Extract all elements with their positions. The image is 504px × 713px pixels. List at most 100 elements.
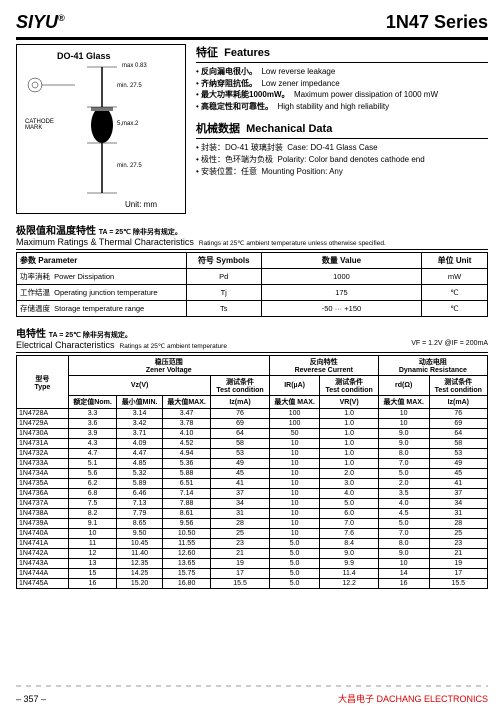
diagram-max-dia: max 0.83 [122, 63, 147, 69]
mech-heading-cn: 机械数据 [196, 123, 240, 135]
elec-min: 最小值MIN. [122, 399, 158, 406]
elec-title: 电特性 TA = 25℃ 除非另有规定。 [16, 325, 488, 340]
elec-tc2-en: Test condition [325, 387, 372, 394]
elec-irmax: 最大值 MAX. [274, 399, 314, 406]
mid-section: DO-41 Glass max 0.83 min. 27.5 5,max.2 m… [16, 44, 488, 214]
ratings-row: 存储温度 Storage temperature rangeTs-50 ··· … [17, 301, 488, 317]
elec-row: 1N4729A3.63.423.78691001.01069 [17, 419, 488, 429]
ratings-col-param-cn: 参数 [20, 256, 36, 265]
elec-row: 1N4728A3.33.143.47761001.01076 [17, 409, 488, 419]
mech-heading: 机械数据 Mechanical Data [196, 120, 488, 139]
elec-dr-cn: 动态电阻 [419, 359, 447, 366]
elec-row: 1N4733A5.14.855.3649101.07.049 [17, 459, 488, 469]
features-heading-en: Features [224, 47, 270, 59]
features-heading: 特征 Features [196, 44, 488, 63]
elec-ir: IR(µA) [284, 382, 305, 389]
ratings-col-val-en: Value [340, 256, 361, 265]
elec-right-cond: VF = 1.2V @IF = 200mA [411, 340, 488, 350]
footer-co-cn: 大昌电子 [338, 694, 374, 704]
brand-text: SIYU [16, 12, 58, 32]
elec-rc-cn: 反向特性 [310, 359, 338, 366]
elec-row: 1N4741A1110.4511.55235.08.48.023 [17, 539, 488, 549]
elec-row: 1N4740A109.5010.5025107.67.025 [17, 529, 488, 539]
footer-page: – 357 – [16, 694, 46, 704]
elec-tc2-cn: 测试条件 [335, 379, 363, 386]
ratings-title-en: Maximum Ratings & Thermal Characteristic… [16, 237, 194, 247]
elec-sub-row1: Vz(V) 测试条件Test condition IR(µA) 测试条件Test… [17, 376, 488, 396]
elec-subtitle-row: Electrical Characteristics Ratings at 25… [16, 340, 488, 353]
elec-row: 1N4731A4.34.094.5258101.09.058 [17, 439, 488, 449]
footer: – 357 – 大昌电子 DACHANG ELECTRONICS [16, 692, 488, 705]
diagram-lead2: min. 27.5 [117, 163, 142, 169]
elec-row: 1N4732A4.74.474.9453101.08.053 [17, 449, 488, 459]
elec-rc-en: Reverese Current [295, 367, 353, 374]
ratings-subtitle: Maximum Ratings & Thermal Characteristic… [16, 237, 488, 250]
feature-item: 齐纳穿阻抗低。 Low zener impedance [196, 78, 488, 90]
diagram-body: 5,max.2 [117, 121, 138, 127]
ratings-col-param-en: Parameter [38, 256, 77, 265]
header-rule [16, 37, 488, 40]
elec-row: 1N4743A1312.3513.65195.09.91019 [17, 559, 488, 569]
ratings-title-cn: 极限值和温度特性 [16, 226, 96, 237]
elec-zv-cn: 稳压范围 [155, 359, 183, 366]
elec-type-cn: 型号 [35, 376, 49, 383]
mech-list: 封装：DO-41 玻璃封装 Case: DO-41 Glass Case极性：色… [196, 142, 488, 177]
ratings-col-sym-cn: 符号 [198, 256, 214, 265]
features-heading-cn: 特征 [196, 47, 218, 59]
package-diagram: DO-41 Glass max 0.83 min. 27.5 5,max.2 m… [16, 44, 186, 214]
elec-zv-en: Zener Voltage [146, 367, 192, 374]
elec-type-en: Type [34, 384, 50, 391]
elec-sub-row2: 额定值Nom. 最小值MIN. 最大值MAX. Iz(mA) 最大值 MAX. … [17, 396, 488, 409]
elec-row: 1N4738A8.27.798.6131106.04.531 [17, 509, 488, 519]
features-block: 特征 Features 反向漏电很小。 Low reverse leakage齐… [196, 44, 488, 214]
elec-row: 1N4735A6.25.896.5141103.02.041 [17, 479, 488, 489]
elec-row: 1N4737A7.57.137.8834105.04.034 [17, 499, 488, 509]
diagram-cathode: CATHODE MARK [25, 119, 54, 131]
ratings-title-cond: TA = 25℃ 除非另有规定。 [99, 229, 182, 236]
elec-row: 1N4744A1514.2515.75175.011.41417 [17, 569, 488, 579]
series-title: 1N47 Series [386, 12, 488, 33]
ratings-col-sym-en: Symbols [216, 256, 249, 265]
mech-item: 极性：色环端为负极 Polarity: Color band denotes c… [196, 154, 488, 166]
feature-item: 高稳定性和可靠性。 High stability and high reliab… [196, 101, 488, 113]
elec-row: 1N4745A1615.2016.8015.55.012.21615.5 [17, 579, 488, 589]
elec-row: 1N4742A1211.4012.60215.09.09.021 [17, 549, 488, 559]
elec-vr: VR(V) [340, 399, 359, 406]
footer-co-en: DACHANG ELECTRONICS [376, 694, 488, 704]
ratings-col-val-cn: 数量 [322, 256, 338, 265]
elec-title-note: Ratings at 25℃ ambient temperature [120, 343, 227, 350]
header: SIYU® 1N47 Series [16, 12, 488, 33]
features-list: 反向漏电很小。 Low reverse leakage齐纳穿阻抗低。 Low z… [196, 66, 488, 112]
elec-title-en: Electrical Characteristics [16, 340, 115, 350]
diagram-lead1: min. 27.5 [117, 83, 142, 89]
elec-table: 型号Type 稳压范围Zener Voltage 反向特性Reverese Cu… [16, 355, 488, 589]
elec-rdmax: 最大值 MAX. [383, 399, 423, 406]
elec-rd: rd(Ω) [395, 382, 412, 389]
elec-tc3-en: Test condition [435, 387, 482, 394]
mech-item: 安装位置：任意 Mounting Position: Any [196, 166, 488, 178]
elec-dr-en: Dynamic Resistance [399, 367, 467, 374]
elec-tc1-en: Test condition [216, 387, 263, 394]
brand-logo: SIYU® [16, 12, 65, 33]
mech-heading-en: Mechanical Data [246, 123, 332, 135]
elec-iz2: Iz(mA) [448, 399, 469, 406]
ratings-row: 工作结温 Operating junction temperatureTj175… [17, 285, 488, 301]
feature-item: 最大功率耗能1000mW。 Maximum power dissipation … [196, 89, 488, 101]
elec-title-cond: TA = 25℃ 除非另有规定。 [49, 332, 132, 339]
elec-vz: Vz(V) [131, 382, 149, 389]
ratings-col-unit-cn: 单位 [438, 256, 454, 265]
mech-item: 封装：DO-41 玻璃封装 Case: DO-41 Glass Case [196, 142, 488, 154]
footer-divider [16, 685, 488, 687]
ratings-title: 极限值和温度特性 TA = 25℃ 除非另有规定。 [16, 222, 488, 237]
elec-row: 1N4736A6.86.467.1437104.03.537 [17, 489, 488, 499]
elec-tc3-cn: 测试条件 [444, 379, 472, 386]
feature-item: 反向漏电很小。 Low reverse leakage [196, 66, 488, 78]
ratings-title-note: Ratings at 25℃ ambient temperature unles… [199, 240, 386, 247]
diagram-unit: Unit: mm [125, 200, 157, 209]
elec-nom: 额定值Nom. [73, 399, 112, 406]
ratings-table: 参数 Parameter 符号 Symbols 数量 Value 单位 Unit… [16, 252, 488, 317]
ratings-row: 功率消耗 Power DissipationPd1000mW [17, 269, 488, 285]
elec-subtitle: Electrical Characteristics Ratings at 25… [16, 340, 227, 350]
elec-iz: Iz(mA) [229, 399, 250, 406]
ratings-header-row: 参数 Parameter 符号 Symbols 数量 Value 单位 Unit [17, 253, 488, 269]
